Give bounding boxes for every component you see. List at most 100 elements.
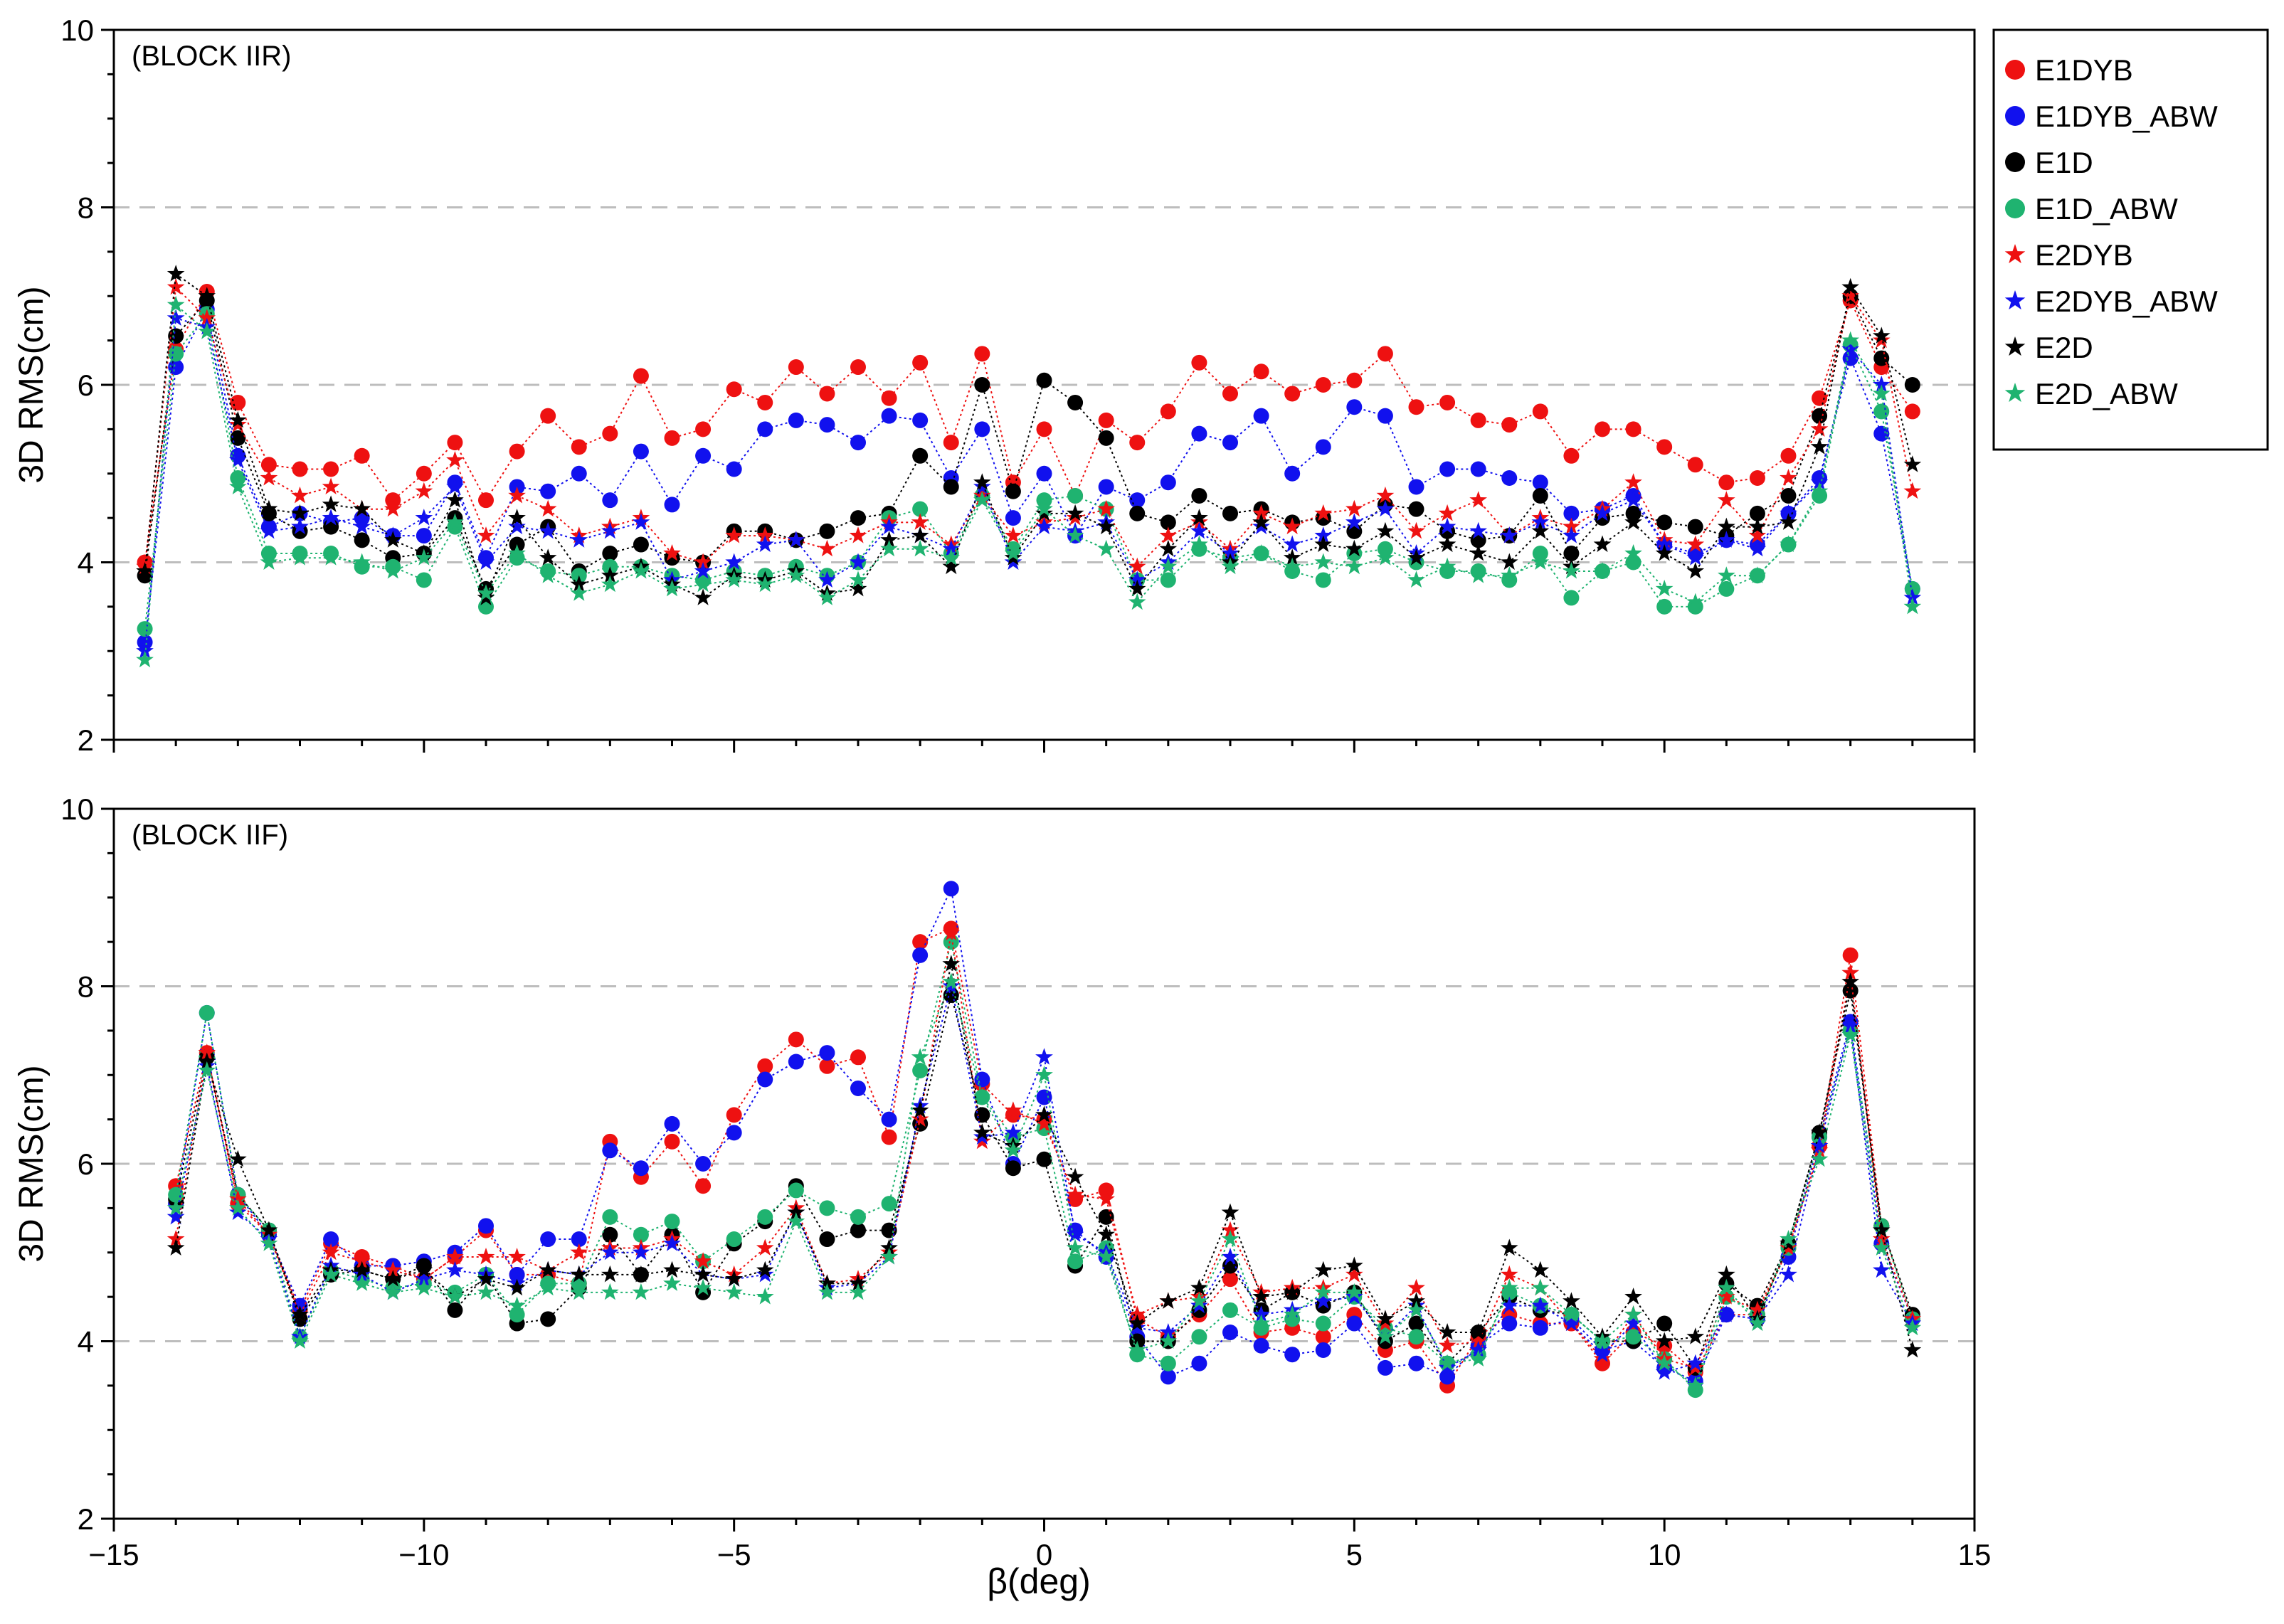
data-point bbox=[1439, 394, 1456, 410]
data-point bbox=[415, 1270, 433, 1287]
data-point bbox=[1810, 420, 1829, 437]
data-point bbox=[384, 531, 402, 548]
data-point bbox=[1469, 1323, 1487, 1340]
data-point bbox=[1345, 1283, 1363, 1300]
data-point bbox=[353, 1261, 371, 1278]
data-point bbox=[1749, 469, 1765, 486]
data-point bbox=[229, 1199, 247, 1216]
data-point bbox=[1222, 1302, 1238, 1318]
legend-label: E2DYB_ABW bbox=[2035, 285, 2218, 318]
data-point bbox=[1470, 461, 1486, 477]
data-point bbox=[942, 955, 961, 972]
data-point bbox=[1748, 1314, 1767, 1332]
data-point bbox=[1656, 1315, 1673, 1332]
legend-item: E2D_ABW bbox=[2004, 377, 2178, 410]
data-point bbox=[1500, 553, 1518, 570]
data-point bbox=[1346, 1315, 1363, 1332]
data-point bbox=[291, 1332, 309, 1349]
data-point bbox=[1563, 517, 1580, 535]
data-point bbox=[1531, 521, 1550, 539]
x-tick-label: −15 bbox=[88, 1538, 139, 1571]
data-point bbox=[1128, 570, 1146, 588]
data-point bbox=[1531, 1278, 1550, 1296]
data-point bbox=[1656, 514, 1673, 531]
data-point bbox=[1531, 1296, 1550, 1314]
data-point bbox=[632, 562, 650, 579]
data-point bbox=[166, 265, 185, 282]
data-point bbox=[1035, 1048, 1053, 1065]
data-point bbox=[1346, 399, 1363, 415]
data-point bbox=[1160, 1355, 1176, 1371]
data-point bbox=[260, 553, 278, 570]
data-point bbox=[1407, 1300, 1425, 1318]
data-point bbox=[1841, 1017, 1859, 1034]
data-point bbox=[1842, 947, 1859, 963]
panel-block-iif: 2 4 6 8 10 −15 −10 −5 0 5 10 15 3D RMS(cm) (BLOCK IIF… bbox=[13, 792, 1991, 1571]
data-point bbox=[974, 377, 990, 393]
data-point bbox=[1903, 455, 1922, 472]
data-point bbox=[1005, 510, 1021, 526]
y-tick-label: 6 bbox=[78, 1147, 94, 1181]
data-point bbox=[291, 504, 309, 521]
data-point bbox=[1872, 376, 1891, 393]
panel-annotation: (BLOCK IIF) bbox=[132, 819, 288, 851]
data-point bbox=[942, 548, 961, 566]
data-point bbox=[1252, 1314, 1270, 1332]
data-point bbox=[1780, 1265, 1797, 1283]
data-point bbox=[1222, 386, 1238, 402]
data-point bbox=[725, 526, 743, 543]
data-point bbox=[601, 521, 619, 539]
data-point bbox=[354, 447, 370, 464]
data-point bbox=[1315, 572, 1331, 588]
data-point bbox=[1128, 1341, 1146, 1358]
data-point bbox=[1408, 399, 1424, 415]
data-point bbox=[1470, 412, 1486, 428]
data-point bbox=[291, 517, 309, 535]
data-point bbox=[198, 309, 216, 326]
legend: E1DYB E1DYB_ABW E1D E1D_ABW E2DYB E2DYB_ABW E2… bbox=[1992, 28, 2269, 451]
data-point bbox=[881, 1111, 897, 1127]
data-point bbox=[1128, 1305, 1146, 1322]
data-point bbox=[819, 417, 835, 433]
data-point bbox=[1686, 593, 1705, 610]
x-tick-label: −5 bbox=[717, 1538, 751, 1571]
data-point bbox=[446, 1288, 464, 1305]
data-point bbox=[1221, 1248, 1239, 1265]
data-point bbox=[849, 579, 867, 597]
series-e2d-abw bbox=[166, 972, 1922, 1394]
data-point bbox=[1346, 372, 1363, 388]
y-axis-label: 3D RMS(cm) bbox=[13, 1065, 51, 1262]
data-point bbox=[570, 584, 588, 601]
data-point bbox=[1872, 327, 1891, 344]
data-point bbox=[1191, 354, 1207, 371]
legend-marker-circle bbox=[2005, 152, 2025, 172]
series-line bbox=[144, 307, 1913, 642]
data-point bbox=[1593, 504, 1612, 521]
data-point bbox=[974, 346, 990, 362]
data-point bbox=[1066, 526, 1084, 543]
data-point bbox=[1159, 526, 1178, 543]
data-point bbox=[850, 435, 866, 451]
data-point bbox=[695, 1178, 712, 1194]
data-point bbox=[663, 1234, 681, 1251]
data-point bbox=[943, 881, 959, 897]
data-point bbox=[1191, 1355, 1207, 1371]
data-point bbox=[1191, 487, 1207, 504]
data-point bbox=[1655, 1354, 1674, 1371]
data-point bbox=[850, 1049, 866, 1066]
data-point bbox=[1904, 377, 1920, 393]
data-point bbox=[632, 1265, 650, 1283]
legend-label: E2D bbox=[2035, 331, 2093, 364]
data-point bbox=[291, 486, 309, 504]
data-point bbox=[602, 1209, 618, 1225]
data-point bbox=[1563, 562, 1580, 579]
data-point bbox=[1376, 521, 1395, 539]
data-point bbox=[1903, 1341, 1922, 1358]
data-point bbox=[322, 548, 340, 566]
data-point bbox=[695, 447, 712, 464]
data-point bbox=[1314, 1292, 1333, 1309]
data-point bbox=[1532, 403, 1548, 420]
legend-box bbox=[1992, 28, 2269, 451]
data-point bbox=[880, 1238, 898, 1256]
data-point bbox=[664, 1133, 680, 1150]
